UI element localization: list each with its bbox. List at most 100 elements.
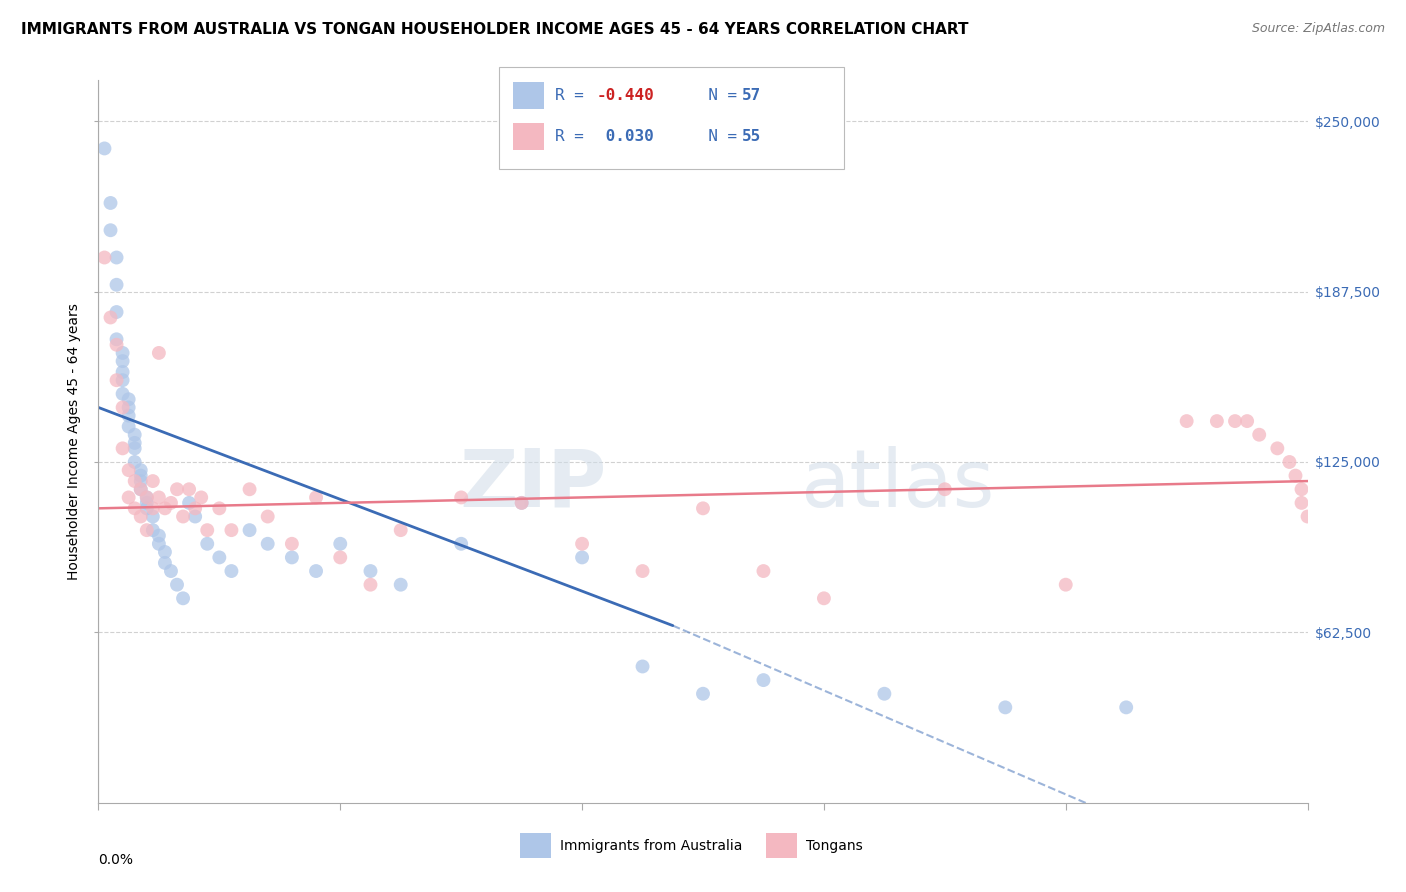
Point xyxy=(153,556,176,570)
Text: N =: N = xyxy=(689,88,747,103)
Point xyxy=(111,442,134,456)
Point xyxy=(160,496,183,510)
Point xyxy=(239,523,262,537)
Point xyxy=(1236,414,1258,428)
Point xyxy=(105,373,128,387)
Text: atlas: atlas xyxy=(800,446,994,524)
Point xyxy=(281,550,304,565)
Point xyxy=(360,564,382,578)
Point xyxy=(160,564,183,578)
Point xyxy=(1284,468,1306,483)
Point xyxy=(124,455,146,469)
Point xyxy=(179,496,201,510)
Point xyxy=(105,305,128,319)
Y-axis label: Householder Income Ages 45 - 64 years: Householder Income Ages 45 - 64 years xyxy=(67,303,82,580)
Point xyxy=(692,687,714,701)
Point xyxy=(510,496,533,510)
Point xyxy=(148,537,170,551)
Text: Tongans: Tongans xyxy=(806,838,862,853)
Point xyxy=(1223,414,1246,428)
Point xyxy=(124,436,146,450)
Point xyxy=(571,537,593,551)
Point xyxy=(631,659,654,673)
Point xyxy=(105,337,128,351)
Point xyxy=(100,223,122,237)
Point xyxy=(135,491,157,505)
Point xyxy=(148,346,170,360)
Point xyxy=(129,482,152,496)
Point xyxy=(1249,427,1271,442)
Point xyxy=(281,537,304,551)
Point xyxy=(389,577,412,591)
Point xyxy=(994,700,1017,714)
Point xyxy=(184,501,207,516)
Point xyxy=(118,392,141,407)
Point xyxy=(124,427,146,442)
Point xyxy=(329,550,352,565)
Point xyxy=(1175,414,1198,428)
Point xyxy=(934,482,956,496)
Point xyxy=(752,673,775,687)
Point xyxy=(239,482,262,496)
Point xyxy=(118,491,141,505)
Point xyxy=(256,537,278,551)
Point xyxy=(166,577,188,591)
Point xyxy=(118,463,141,477)
Point xyxy=(135,496,157,510)
Point xyxy=(153,545,176,559)
Point xyxy=(329,537,352,551)
Point xyxy=(450,537,472,551)
Text: Source: ZipAtlas.com: Source: ZipAtlas.com xyxy=(1251,22,1385,36)
Point xyxy=(148,528,170,542)
Point xyxy=(1296,509,1319,524)
Point xyxy=(389,523,412,537)
Point xyxy=(1115,700,1137,714)
Text: 55: 55 xyxy=(742,129,762,144)
Point xyxy=(1267,442,1289,456)
Point xyxy=(93,141,115,155)
Point xyxy=(1054,577,1077,591)
Point xyxy=(166,482,188,496)
Point xyxy=(111,365,134,379)
Point xyxy=(873,687,896,701)
Point xyxy=(111,401,134,415)
Point xyxy=(111,387,134,401)
Point xyxy=(208,550,231,565)
Text: 57: 57 xyxy=(742,88,762,103)
Point xyxy=(813,591,835,606)
Point xyxy=(1206,414,1229,428)
Text: N =: N = xyxy=(689,129,747,144)
Point xyxy=(124,442,146,456)
Point xyxy=(129,474,152,488)
Point xyxy=(124,474,146,488)
Text: IMMIGRANTS FROM AUSTRALIA VS TONGAN HOUSEHOLDER INCOME AGES 45 - 64 YEARS CORREL: IMMIGRANTS FROM AUSTRALIA VS TONGAN HOUS… xyxy=(21,22,969,37)
Point xyxy=(256,509,278,524)
Point xyxy=(179,482,201,496)
Point xyxy=(111,354,134,368)
Text: -0.440: -0.440 xyxy=(596,88,654,103)
Point xyxy=(100,310,122,325)
Point xyxy=(221,523,243,537)
Point xyxy=(135,491,157,505)
Point xyxy=(172,509,194,524)
Point xyxy=(135,501,157,516)
Point xyxy=(129,463,152,477)
Point xyxy=(305,491,328,505)
Point xyxy=(195,537,218,551)
Point xyxy=(692,501,714,516)
Point xyxy=(129,468,152,483)
Point xyxy=(305,564,328,578)
Point xyxy=(105,277,128,292)
Point xyxy=(118,409,141,423)
Point xyxy=(118,401,141,415)
Point xyxy=(148,491,170,505)
Point xyxy=(208,501,231,516)
Point xyxy=(450,491,472,505)
Point xyxy=(172,591,194,606)
Point xyxy=(510,496,533,510)
Point xyxy=(142,509,165,524)
Point xyxy=(129,509,152,524)
Point xyxy=(1278,455,1301,469)
Point xyxy=(118,419,141,434)
Point xyxy=(142,523,165,537)
